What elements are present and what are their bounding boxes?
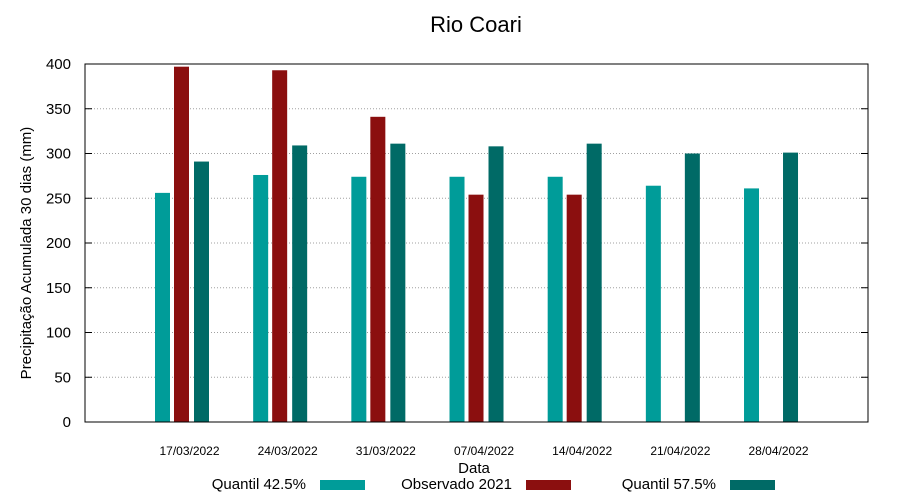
- bar-1-2: [253, 174, 269, 422]
- x-tick-label: 17/03/2022: [159, 444, 219, 458]
- y-tick-label: 100: [46, 325, 71, 342]
- x-axis-label: Data: [458, 460, 490, 477]
- bar-1-1: [155, 192, 170, 422]
- x-tick-label: 14/04/2022: [552, 444, 612, 458]
- legend-swatch-2: [526, 480, 571, 490]
- legend-swatch-1: [320, 480, 365, 490]
- y-tick-label: 200: [46, 235, 71, 252]
- plot-frame: [84, 63, 869, 423]
- legend: Quantil 42.5% Observado 2021 Quantil 57.5%: [212, 476, 775, 493]
- legend-label-2: Observado 2021: [401, 476, 512, 493]
- bars: [155, 66, 799, 423]
- bar-2-4: [468, 194, 484, 422]
- y-tick-label: 250: [46, 190, 71, 207]
- bar-1-6: [645, 185, 661, 422]
- x-tick-label: 24/03/2022: [258, 444, 318, 458]
- y-tick-label: 150: [46, 280, 71, 297]
- bar-3-1: [194, 161, 209, 422]
- y-tick-label: 50: [54, 369, 71, 386]
- x-tick-label: 28/04/2022: [748, 444, 808, 458]
- bar-3-2: [292, 145, 308, 422]
- bar-3-4: [488, 146, 504, 422]
- legend-label-3: Quantil 57.5%: [622, 476, 716, 493]
- y-tick-labels: 0 50 100 150 200 250 300 350 400: [46, 56, 71, 431]
- y-tick-label: 0: [63, 414, 71, 431]
- x-tick-label: 07/04/2022: [454, 444, 514, 458]
- x-tick-label: 21/04/2022: [650, 444, 710, 458]
- y-axis-label: Precipitação Acumulada 30 dias (mm): [18, 127, 35, 380]
- legend-swatch-3: [730, 480, 775, 490]
- y-tick-label: 350: [46, 101, 71, 118]
- bar-3-5: [586, 143, 602, 422]
- bar-1-4: [449, 176, 465, 422]
- bar-2-2: [272, 70, 288, 422]
- y-tick-label: 400: [46, 56, 71, 73]
- bar-2-1: [174, 66, 189, 422]
- bar-2-3: [370, 116, 386, 423]
- bar-3-7: [783, 152, 799, 423]
- bar-1-5: [547, 176, 563, 422]
- bar-1-7: [744, 188, 760, 422]
- y-tick-label: 300: [46, 146, 71, 163]
- legend-label-1: Quantil 42.5%: [212, 476, 306, 493]
- bar-3-6: [684, 153, 700, 422]
- bar-1-3: [351, 176, 367, 422]
- bar-3-3: [390, 143, 406, 422]
- chart-title: Rio Coari: [430, 12, 522, 37]
- bar-2-5: [566, 194, 582, 422]
- x-tick-labels: 17/03/2022 24/03/2022 31/03/2022 07/04/2022…: [159, 444, 808, 458]
- x-tick-label: 31/03/2022: [356, 444, 416, 458]
